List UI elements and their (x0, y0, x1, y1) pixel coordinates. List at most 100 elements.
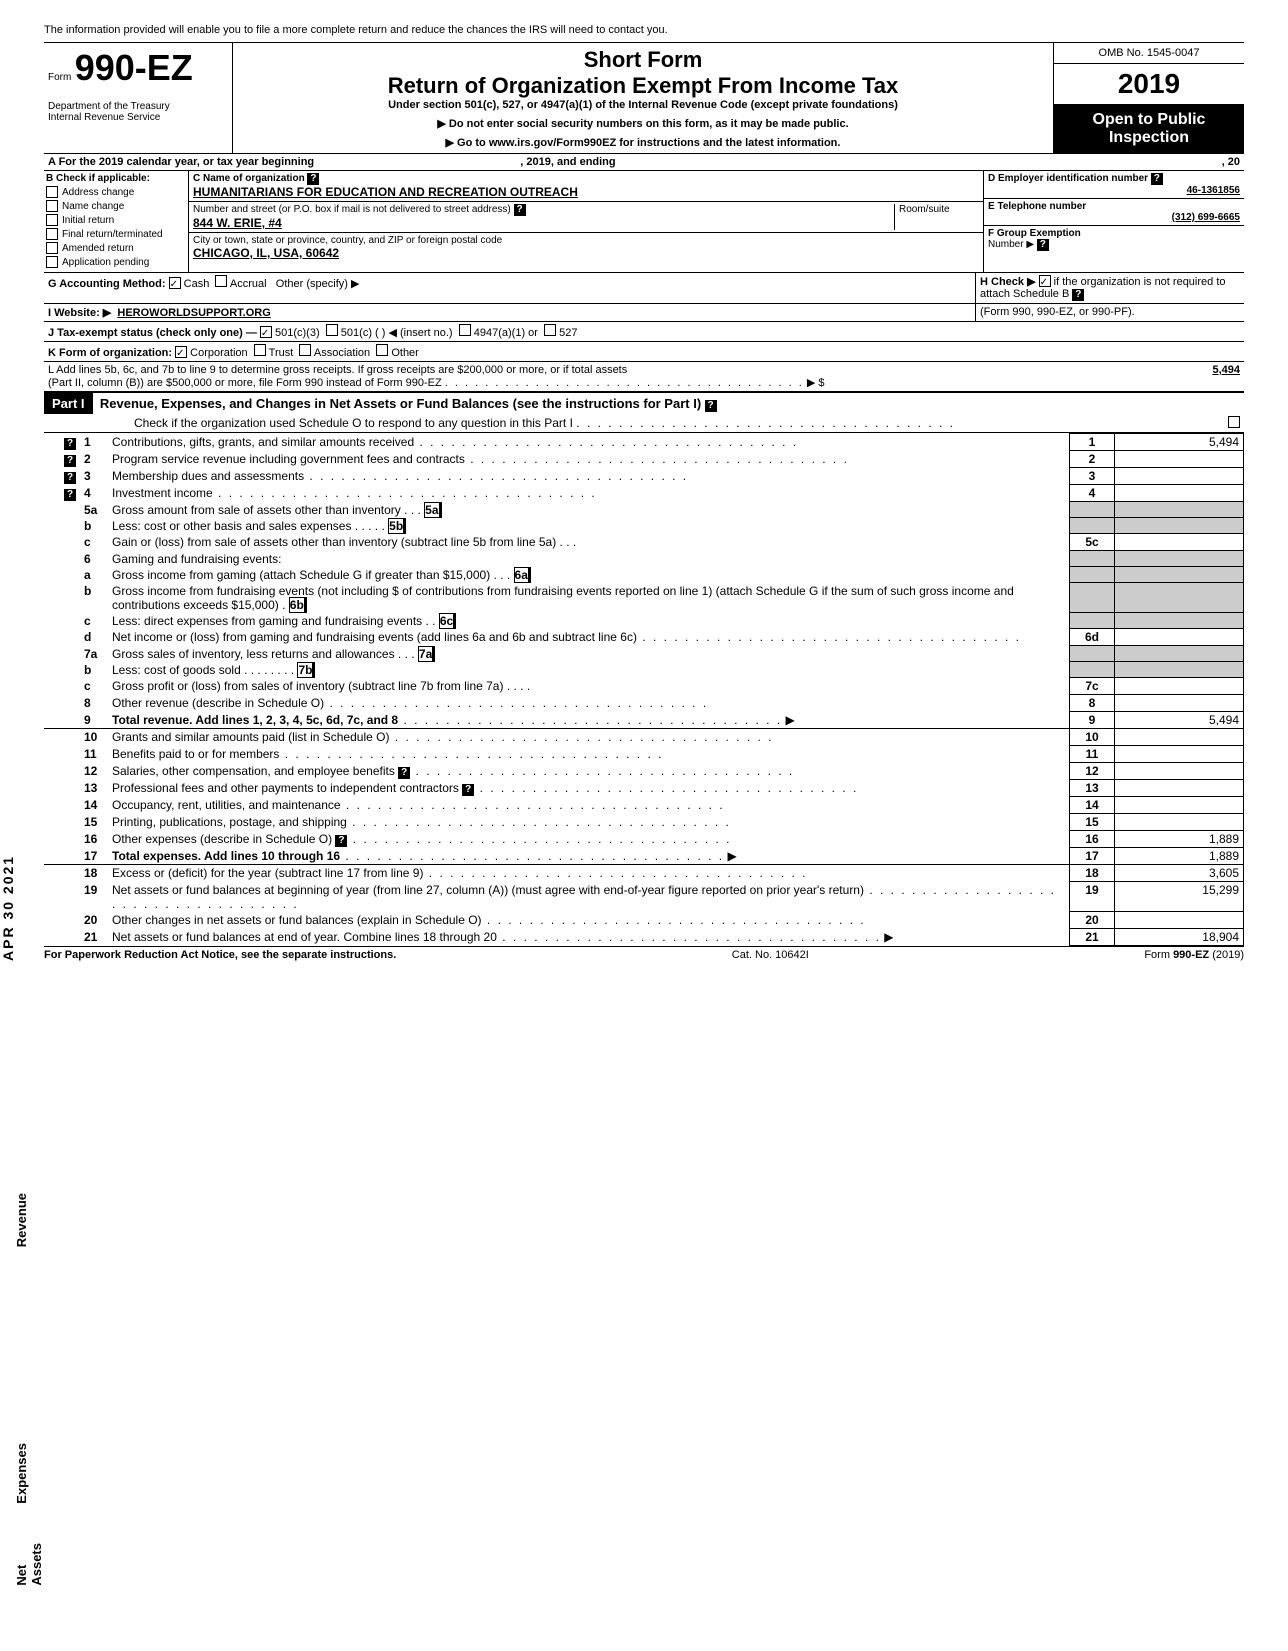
line7a-txt: Gross sales of inventory, less returns a… (112, 647, 395, 661)
line1-txt: Contributions, gifts, grants, and simila… (112, 435, 414, 449)
chk-sched-o[interactable] (1228, 416, 1240, 428)
line6-txt: Gaming and fundraising events: (108, 551, 1070, 567)
line9-txt: Total revenue. Add lines 1, 2, 3, 4, 5c,… (112, 713, 398, 727)
line17-val: 1,889 (1115, 848, 1244, 865)
line19-val: 15,299 (1115, 882, 1244, 912)
chk-4947[interactable] (459, 324, 471, 336)
row-a-tax-year: A For the 2019 calendar year, or tax yea… (44, 154, 1244, 171)
line7c-txt: Gross profit or (loss) from sales of inv… (112, 679, 503, 693)
chk-527[interactable] (544, 324, 556, 336)
chk-final[interactable] (46, 228, 58, 240)
line10-txt: Grants and similar amounts paid (list in… (112, 730, 389, 744)
j-label: J Tax-exempt status (check only one) — (48, 327, 257, 339)
title-long: Return of Organization Exempt From Incom… (237, 73, 1049, 99)
e-label: E Telephone number (988, 201, 1086, 212)
c-city-value: CHICAGO, IL, USA, 60642 (193, 246, 339, 260)
chk-trust[interactable] (254, 344, 266, 356)
chk-501c3[interactable] (260, 326, 272, 338)
chk-address[interactable] (46, 186, 58, 198)
j-501c-b: ) ◀ (insert no.) (382, 327, 453, 339)
l-value: 5,494 (1120, 364, 1240, 389)
line7b-txt: Less: cost of goods sold (112, 663, 241, 677)
chk-cash[interactable] (169, 277, 181, 289)
chk-corp[interactable] (175, 346, 187, 358)
lbl-final: Final return/terminated (62, 229, 163, 240)
d-label: D Employer identification number (988, 173, 1148, 184)
footer-right-prefix: Form (1144, 949, 1173, 961)
chk-name[interactable] (46, 200, 58, 212)
i-label: I Website: ▶ (48, 307, 111, 319)
line2-txt: Program service revenue including govern… (112, 452, 465, 466)
k-assoc: Association (314, 347, 370, 359)
top-note: The information provided will enable you… (44, 20, 1244, 43)
d-value: 46-1361856 (988, 185, 1240, 196)
open-line1: Open to Public (1060, 111, 1238, 129)
line13-txt: Professional fees and other payments to … (112, 781, 459, 795)
j-501c3: 501(c)(3) (275, 327, 320, 339)
k-trust: Trust (269, 347, 294, 359)
line1-val: 5,494 (1115, 434, 1244, 451)
title-block: Short Form Return of Organization Exempt… (233, 43, 1054, 153)
lines-table: ?1Contributions, gifts, grants, and simi… (44, 433, 1244, 946)
chk-pending[interactable] (46, 256, 58, 268)
row-a-right: , 20 (1222, 156, 1240, 168)
dept-irs: Internal Revenue Service (48, 112, 228, 123)
chk-accrual[interactable] (215, 275, 227, 287)
help-icon: ? (1151, 173, 1163, 185)
line3-txt: Membership dues and assessments (112, 469, 304, 483)
col-de: D Employer identification number ? 46-13… (983, 171, 1244, 272)
line6c-txt: Less: direct expenses from gaming and fu… (112, 614, 422, 628)
line18-val: 3,605 (1115, 865, 1244, 882)
chk-initial[interactable] (46, 214, 58, 226)
line20-txt: Other changes in net assets or fund bala… (112, 913, 482, 927)
chk-501c[interactable] (326, 324, 338, 336)
footer-left: For Paperwork Reduction Act Notice, see … (44, 949, 396, 961)
line14-txt: Occupancy, rent, utilities, and maintena… (112, 798, 341, 812)
side-expenses: Expenses (14, 1443, 29, 1504)
title-short: Short Form (237, 47, 1049, 73)
row-a-mid: , 2019, and ending (520, 156, 615, 168)
line9-val: 5,494 (1115, 712, 1244, 729)
line16-val: 1,889 (1115, 831, 1244, 848)
line11-txt: Benefits paid to or for members (112, 747, 279, 761)
line5c-txt: Gain or (loss) from sale of assets other… (112, 535, 556, 549)
c-street-label: Number and street (or P.O. box if mail i… (193, 204, 511, 215)
chk-other[interactable] (376, 344, 388, 356)
lbl-pending: Application pending (62, 257, 149, 268)
footer-mid: Cat. No. 10642I (732, 949, 809, 961)
line16-txt: Other expenses (describe in Schedule O) (112, 832, 332, 846)
line21-txt: Net assets or fund balances at end of ye… (112, 930, 497, 944)
scanned-stamp: SCANNED APR 30 2021 (0, 840, 16, 961)
help-icon: ? (514, 204, 526, 216)
i-value: HEROWORLDSUPPORT.ORG (117, 307, 270, 319)
e-value: (312) 699-6665 (988, 212, 1240, 223)
line12-txt: Salaries, other compensation, and employ… (112, 764, 395, 778)
tax-year: 2019 (1054, 64, 1244, 105)
line5a-txt: Gross amount from sale of assets other t… (112, 503, 401, 517)
line5b-txt: Less: cost or other basis and sales expe… (112, 519, 351, 533)
l-arrow: ▶ $ (807, 377, 825, 389)
h-text2: (Form 990, 990-EZ, or 990-PF). (975, 304, 1244, 321)
help-icon: ? (307, 173, 319, 185)
f-label: F Group Exemption (988, 228, 1081, 239)
k-label: K Form of organization: (48, 347, 172, 359)
lbl-address: Address change (62, 187, 134, 198)
open-public: Open to Public Inspection (1054, 105, 1244, 153)
c-name-label: C Name of organization (193, 173, 305, 184)
g-cash: Cash (184, 278, 210, 290)
side-netassets: Net Assets (14, 1543, 44, 1586)
g-label: G Accounting Method: (48, 278, 166, 290)
title-sub: Under section 501(c), 527, or 4947(a)(1)… (237, 99, 1049, 111)
line4-txt: Investment income (112, 486, 213, 500)
help-icon: ? (1072, 289, 1084, 301)
help-icon: ? (1037, 239, 1049, 251)
c-street-value: 844 W. ERIE, #4 (193, 216, 282, 230)
form-id-block: Form 990-EZ Department of the Treasury I… (44, 43, 233, 153)
j-527: 527 (559, 327, 577, 339)
chk-assoc[interactable] (299, 344, 311, 356)
line18-txt: Excess or (deficit) for the year (subtra… (112, 866, 423, 880)
chk-sched-b[interactable] (1039, 275, 1051, 287)
chk-amended[interactable] (46, 242, 58, 254)
form-number: 990-EZ (75, 47, 193, 88)
part1-check-o: Check if the organization used Schedule … (134, 416, 573, 430)
